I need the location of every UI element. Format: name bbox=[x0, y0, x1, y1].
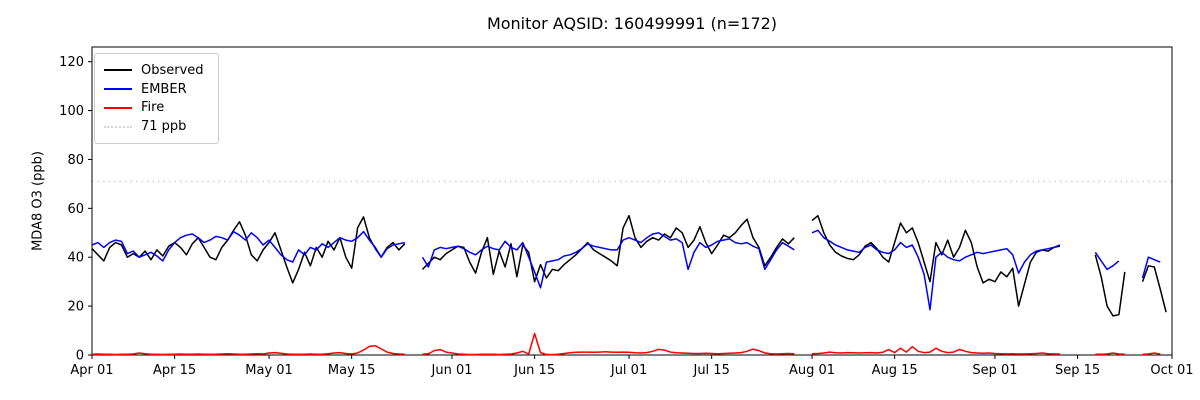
series-line-ember bbox=[1094, 251, 1120, 271]
y-tick-label: 120 bbox=[59, 55, 84, 70]
legend-label: Observed bbox=[141, 62, 204, 78]
series-line-ember bbox=[1141, 256, 1161, 279]
x-tick-label: Jul 01 bbox=[610, 363, 647, 378]
x-tick-label: Aug 15 bbox=[872, 363, 918, 378]
y-tick-label: 60 bbox=[67, 202, 84, 217]
series-line-fire bbox=[811, 345, 1060, 355]
x-tick-label: Sep 01 bbox=[972, 363, 1017, 378]
series-line-observed bbox=[811, 214, 1061, 307]
legend-label: EMBER bbox=[141, 81, 187, 97]
x-tick-label: Jun 15 bbox=[513, 363, 555, 378]
legend-item-threshold: 71 ppb bbox=[104, 117, 208, 136]
threshold-line-swatch bbox=[104, 125, 132, 128]
x-tick-label: May 01 bbox=[245, 363, 293, 378]
series-line-fire bbox=[1142, 352, 1161, 356]
series-line-fire bbox=[91, 344, 405, 356]
series-line-observed bbox=[1094, 254, 1126, 317]
x-tick-label: Jun 01 bbox=[431, 363, 473, 378]
y-tick-label: 80 bbox=[67, 153, 84, 168]
y-tick-label: 100 bbox=[59, 104, 84, 119]
x-tick-label: May 15 bbox=[328, 363, 376, 378]
legend: Observed EMBER Fire 71 ppb bbox=[94, 53, 219, 144]
axes-box bbox=[91, 46, 1173, 356]
series-line-observed bbox=[421, 214, 795, 283]
x-tick-label: Jul 15 bbox=[692, 363, 729, 378]
legend-item-ember: EMBER bbox=[104, 80, 208, 99]
chart-title: Monitor AQSID: 160499991 (n=172) bbox=[486, 14, 778, 33]
y-tick-label: 20 bbox=[67, 300, 84, 315]
series-line-observed bbox=[1141, 265, 1167, 313]
legend-label: Fire bbox=[141, 100, 165, 116]
x-tick-label: Apr 01 bbox=[70, 363, 113, 378]
series-line-ember bbox=[91, 230, 405, 263]
series-line-observed bbox=[91, 216, 406, 284]
ember-line-swatch bbox=[104, 88, 132, 91]
x-tick-label: Apr 15 bbox=[153, 363, 196, 378]
y-tick-label: 0 bbox=[76, 349, 84, 364]
legend-label: 71 ppb bbox=[141, 119, 187, 135]
y-tick-label: 40 bbox=[67, 251, 84, 266]
observed-line-swatch bbox=[104, 69, 132, 72]
legend-item-observed: Observed bbox=[104, 61, 208, 80]
series-line-ember bbox=[811, 229, 1061, 311]
legend-item-fire: Fire bbox=[104, 99, 208, 118]
series-line-fire bbox=[422, 332, 795, 356]
x-tick-label: Aug 01 bbox=[789, 363, 835, 378]
x-tick-label: Oct 01 bbox=[1150, 363, 1193, 378]
fire-line-swatch bbox=[104, 106, 132, 109]
x-tick-label: Sep 15 bbox=[1055, 363, 1100, 378]
series-line-ember bbox=[421, 232, 795, 289]
series-line-fire bbox=[1095, 352, 1125, 356]
